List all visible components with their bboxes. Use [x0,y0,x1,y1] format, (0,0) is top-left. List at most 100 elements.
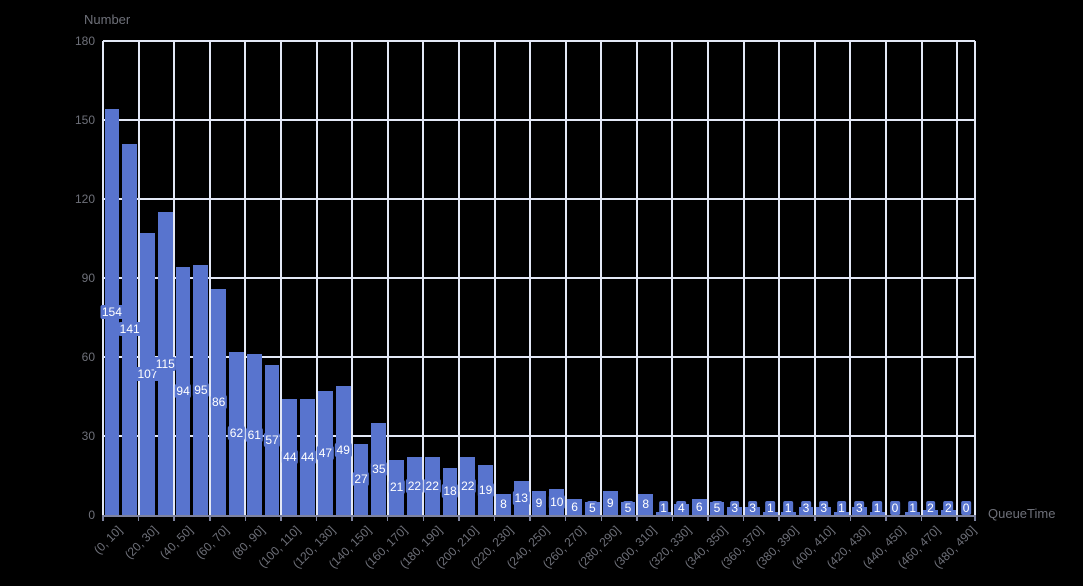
x-axis-tick [244,516,247,521]
bar-value-label: 8 [498,497,509,512]
x-axis-tick [636,516,638,521]
gridline-vertical [386,41,389,515]
gridline-vertical [493,41,496,515]
x-tick-label: (40, 50] [157,523,196,562]
bar-value-label: 5 [712,501,722,515]
gridline-horizontal [103,277,975,279]
gridline-horizontal [103,198,975,200]
bar-value-label: 2 [925,501,936,515]
bar-value-label: 18 [441,484,459,499]
bar-value-label: 94 [174,384,192,399]
bar-value-label: 0 [961,501,971,515]
gridline-vertical [742,41,745,515]
x-axis-tick [742,516,745,521]
x-axis-tick [422,516,425,521]
x-axis-tick [102,516,104,521]
bar-value-label: 1 [783,501,793,515]
bar-value-label: 9 [605,496,616,511]
bar-value-label: 57 [263,432,281,447]
y-tick-label: 30 [81,429,95,443]
y-tick-label: 90 [81,271,95,285]
x-axis-tick [849,516,852,521]
x-axis-title: QueueTime [988,506,1056,521]
gridline-horizontal [103,119,975,121]
bar-value-label: 10 [548,494,565,509]
bar-value-label: 47 [317,446,334,461]
bar-value-label: 49 [335,443,352,458]
gridline-vertical [849,41,852,515]
x-axis-line [102,515,976,517]
x-axis-tick [956,516,958,521]
bar-value-label: 44 [281,450,299,465]
bar-value-label: 0 [890,501,900,515]
x-axis-tick [885,516,887,521]
bar-value-label: 1 [765,501,776,515]
x-axis-tick [458,516,460,521]
bar-value-label: 1 [658,501,669,515]
x-axis-tick [137,516,140,521]
bar-value-label: 2 [943,501,954,515]
x-axis-tick [671,516,674,521]
x-axis-tick [493,516,496,521]
gridline-vertical [244,41,247,515]
x-axis-tick [778,516,780,521]
bar-value-label: 3 [818,501,829,515]
bar-value-label: 154 [100,305,124,320]
bar-value-label: 1 [907,501,918,515]
bar-value-label: 6 [569,500,580,515]
y-tick-label: 0 [88,508,95,522]
gridline-vertical [422,41,425,515]
bar-value-label: 9 [534,496,544,511]
gridline-vertical [279,41,282,515]
x-tick-label: (60, 70] [192,523,232,562]
x-axis-tick [173,516,175,521]
gridline-vertical [707,41,710,515]
x-axis-tick [707,516,709,521]
bar-value-label: 5 [623,501,633,515]
bar-value-label: 62 [228,426,245,441]
gridline-vertical [671,41,674,515]
gridline-vertical [564,41,567,515]
bar-value-label: 35 [370,461,388,476]
bar-value-label: 19 [477,482,494,497]
gridline-horizontal [103,40,975,42]
gridline-vertical [813,41,816,515]
x-axis-tick [280,516,282,521]
bar-value-label: 22 [406,479,423,494]
gridline-vertical [885,41,888,515]
bar-value-label: 5 [587,501,598,515]
gridline-vertical [920,41,923,515]
gridline-horizontal [103,435,975,437]
bar-value-label: 107 [135,367,159,382]
bar-value-label: 95 [192,382,210,397]
x-axis-tick [529,516,531,521]
bar-value-label: 8 [640,497,651,512]
x-axis-tick [920,516,923,521]
gridline-vertical [315,41,318,515]
x-axis-tick [386,516,389,521]
x-tick-label: (0, 10] [90,523,125,557]
y-tick-label: 180 [74,34,95,48]
bar-value-label: 22 [424,479,441,494]
bar-value-label: 21 [388,480,405,495]
bar-value-label: 1 [836,501,847,515]
x-axis-tick [564,516,567,521]
x-axis-tick [814,516,816,521]
x-axis-tick [209,516,211,521]
y-axis-title: Number [84,12,131,27]
y-tick-label: 60 [81,350,95,364]
bar-value-label: 4 [676,501,687,515]
gridline-vertical [102,41,104,515]
gridline-vertical [600,41,603,515]
bar-value-label: 22 [459,479,476,494]
bar-value-label: 3 [747,501,758,515]
gridline-vertical [457,41,460,515]
gridline-vertical [173,41,176,515]
gridline-vertical [956,41,959,515]
gridline-vertical [351,41,354,515]
bar-value-label: 6 [694,500,704,515]
x-axis-tick [351,516,353,521]
bar-value-label: 3 [854,501,865,515]
bar-value-label: 3 [729,501,740,515]
